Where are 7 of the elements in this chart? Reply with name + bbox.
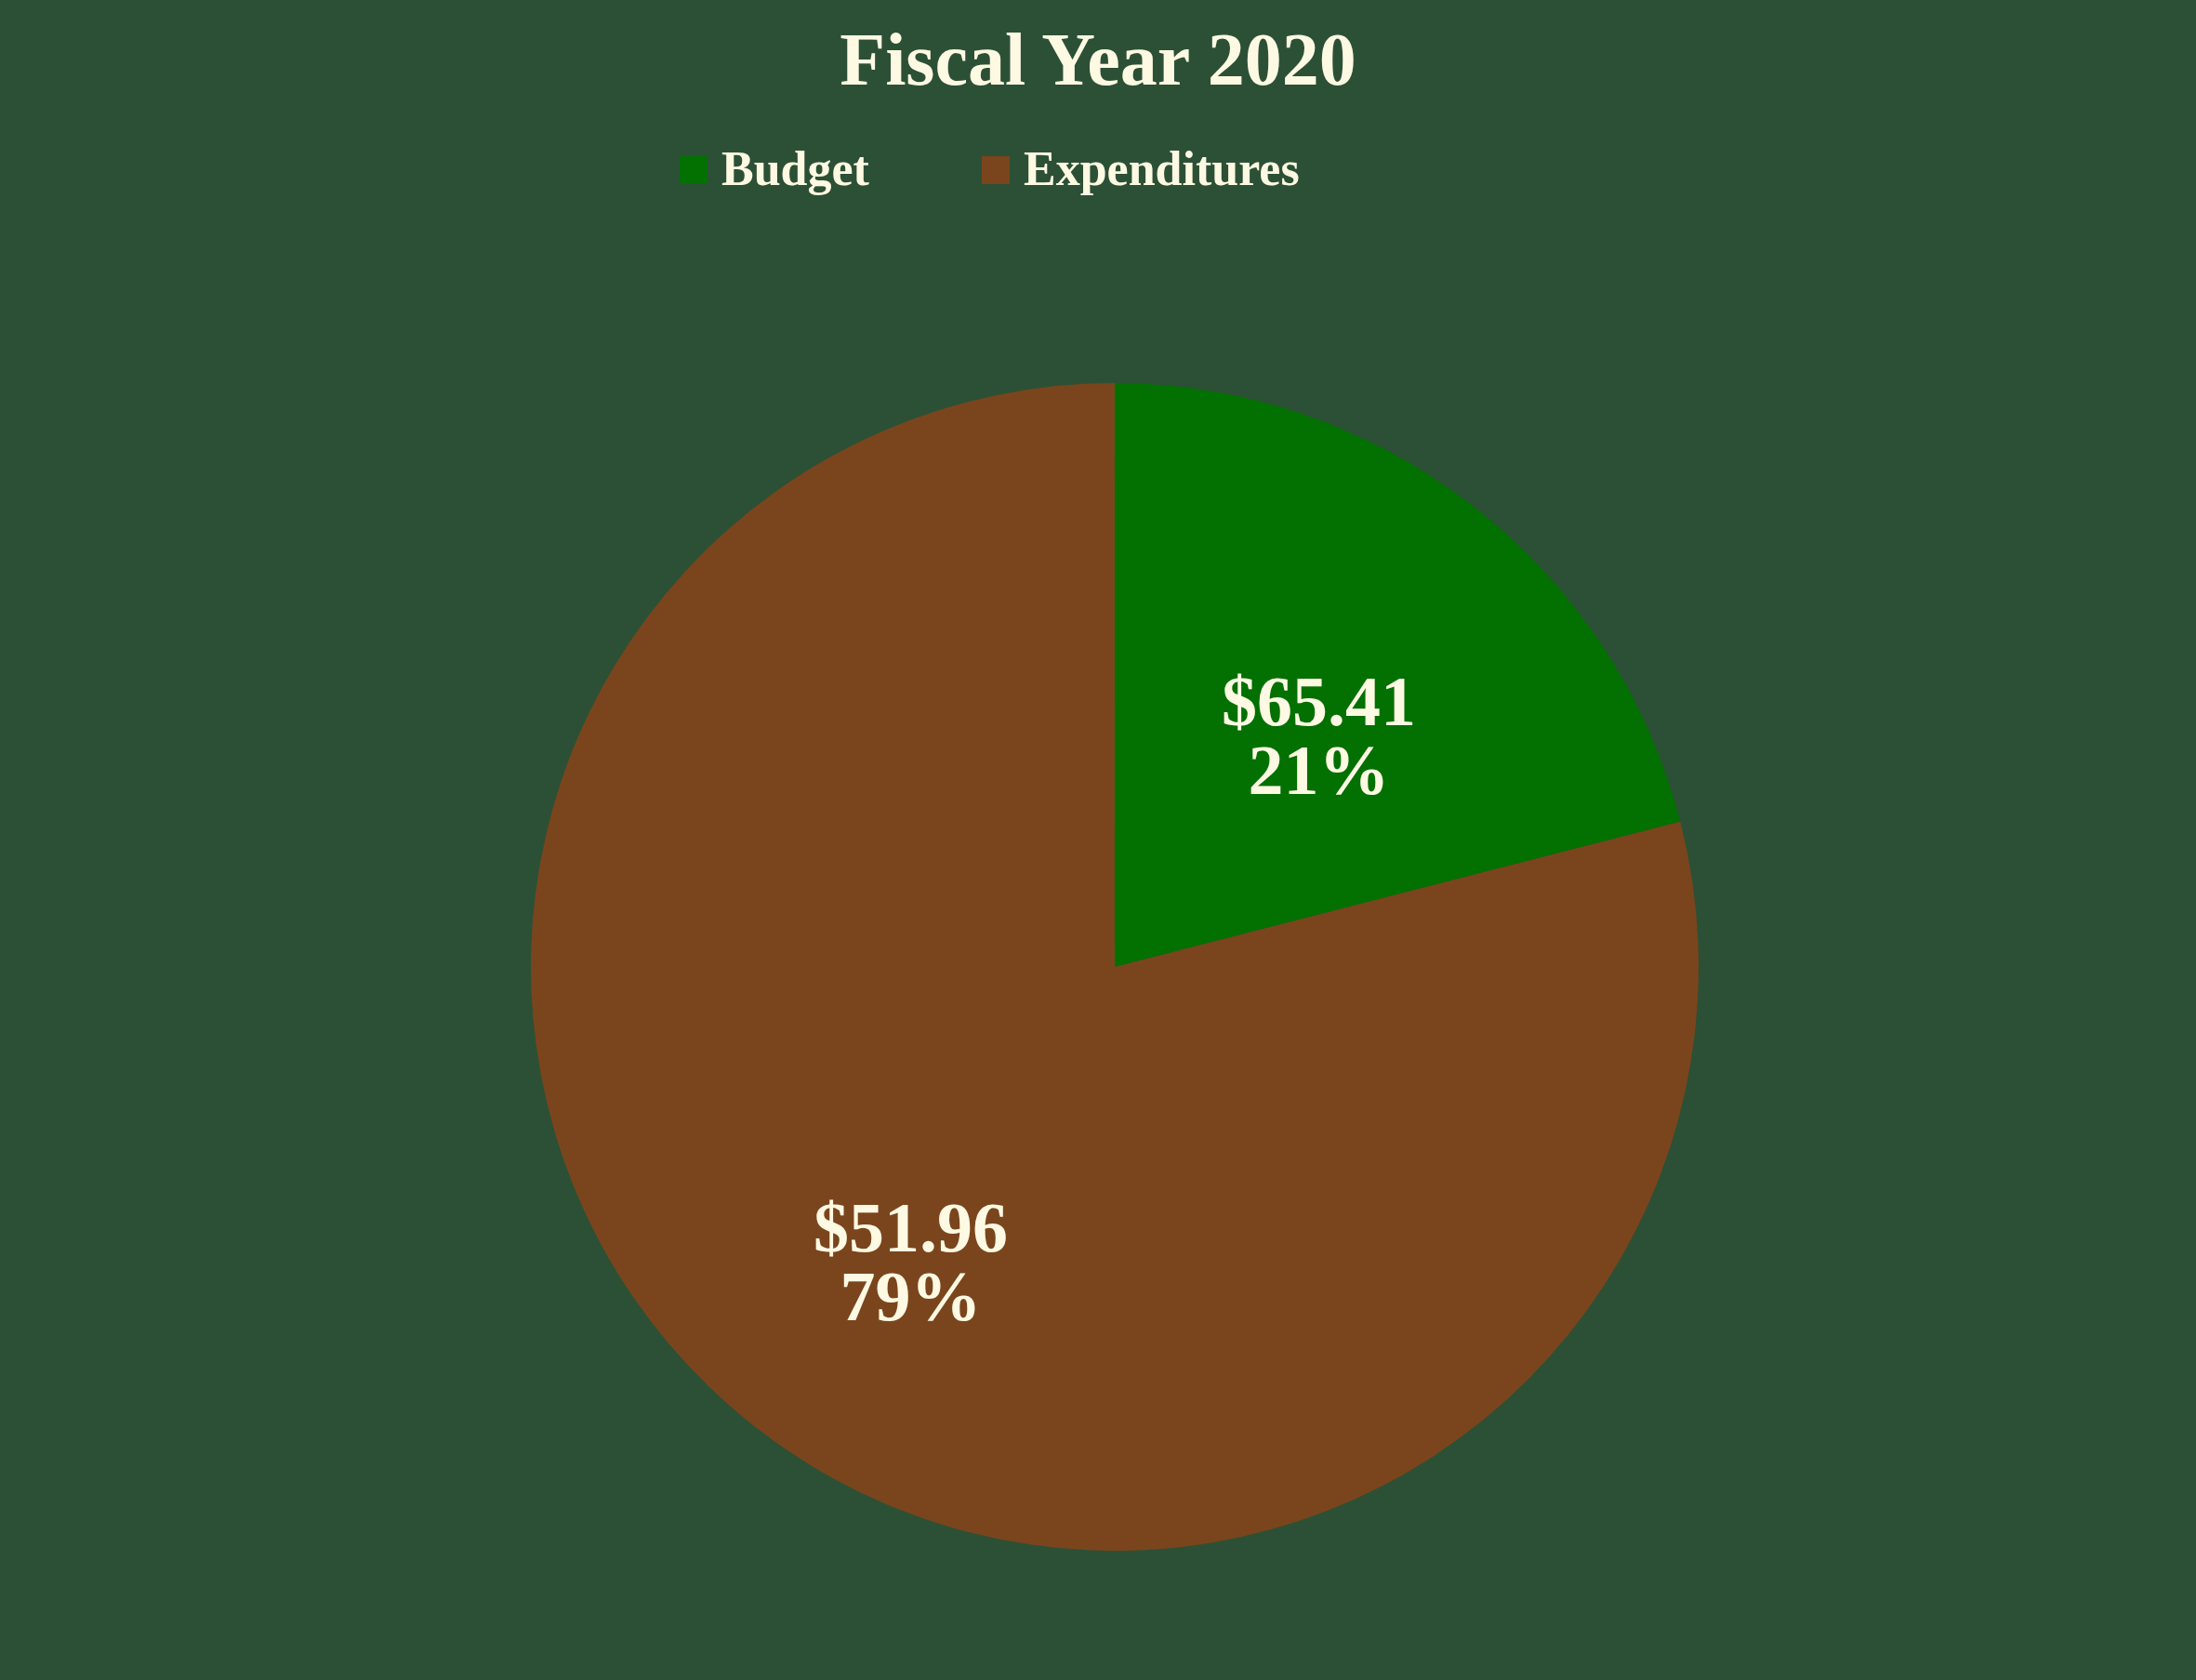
data-label: $65.41 21% bbox=[1221, 662, 1416, 810]
data-label: $51.96 79% bbox=[814, 1187, 1009, 1335]
pie-slice bbox=[1115, 383, 1681, 967]
chart-title: Fiscal Year 2020 bbox=[840, 19, 1356, 100]
pie-slice bbox=[531, 383, 1699, 1551]
legend-label: Expenditures bbox=[1024, 142, 1300, 195]
legend-label: Budget bbox=[721, 142, 870, 195]
